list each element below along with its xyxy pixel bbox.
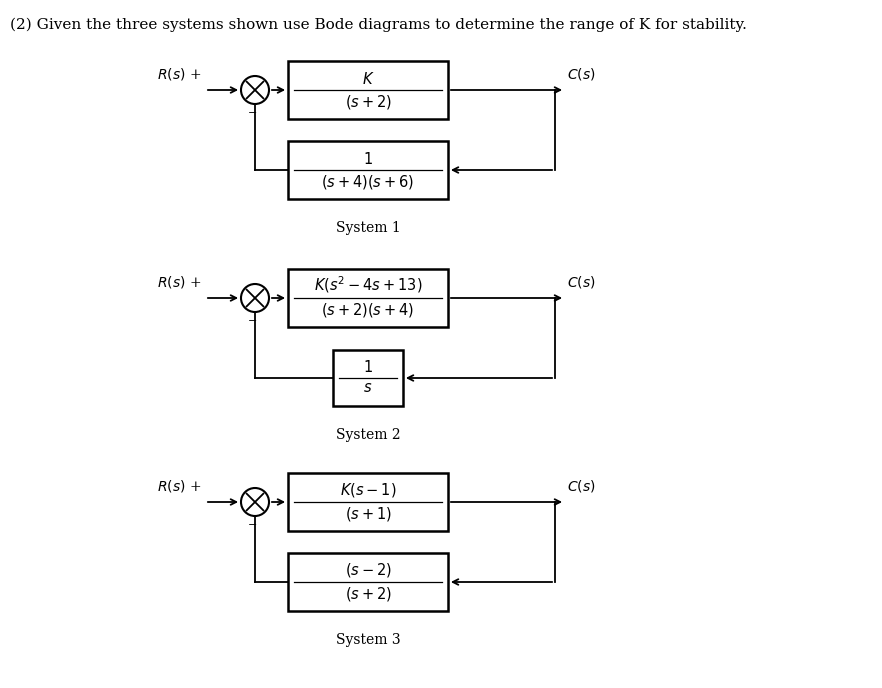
Text: $(s+2)(s+4)$: $(s+2)(s+4)$ bbox=[321, 301, 415, 319]
Text: $(s+4)(s+6)$: $(s+4)(s+6)$ bbox=[321, 173, 415, 191]
Text: $1$: $1$ bbox=[363, 151, 373, 167]
Text: $1$: $1$ bbox=[363, 359, 373, 375]
Text: $R(s)$ +: $R(s)$ + bbox=[157, 66, 201, 82]
Text: $(s-2)$: $(s-2)$ bbox=[345, 561, 392, 579]
Bar bbox=[288, 269, 448, 327]
Text: −: − bbox=[248, 520, 258, 530]
Text: $K(s^2-4s+13)$: $K(s^2-4s+13)$ bbox=[314, 275, 422, 295]
Text: $(s+1)$: $(s+1)$ bbox=[345, 505, 392, 523]
Text: $R(s)$ +: $R(s)$ + bbox=[157, 274, 201, 290]
Text: $C(s)$: $C(s)$ bbox=[567, 478, 595, 494]
Text: $(s+2)$: $(s+2)$ bbox=[345, 93, 392, 111]
Text: $K$: $K$ bbox=[362, 71, 374, 87]
Text: System 2: System 2 bbox=[336, 428, 400, 442]
Text: −: − bbox=[248, 108, 258, 118]
Text: $C(s)$: $C(s)$ bbox=[567, 274, 595, 290]
Text: $C(s)$: $C(s)$ bbox=[567, 66, 595, 82]
Text: (2) Given the three systems shown use Bode diagrams to determine the range of K : (2) Given the three systems shown use Bo… bbox=[10, 18, 747, 32]
Text: System 3: System 3 bbox=[336, 633, 400, 647]
Text: −: − bbox=[248, 316, 258, 326]
Bar bbox=[288, 473, 448, 531]
Text: $K(s-1)$: $K(s-1)$ bbox=[340, 481, 396, 499]
Bar bbox=[288, 553, 448, 611]
Bar bbox=[288, 61, 448, 119]
Text: $s$: $s$ bbox=[363, 381, 373, 395]
Bar bbox=[288, 141, 448, 199]
Text: $R(s)$ +: $R(s)$ + bbox=[157, 478, 201, 494]
Text: $(s+2)$: $(s+2)$ bbox=[345, 585, 392, 603]
Bar bbox=[333, 350, 403, 406]
Text: System 1: System 1 bbox=[336, 221, 400, 235]
